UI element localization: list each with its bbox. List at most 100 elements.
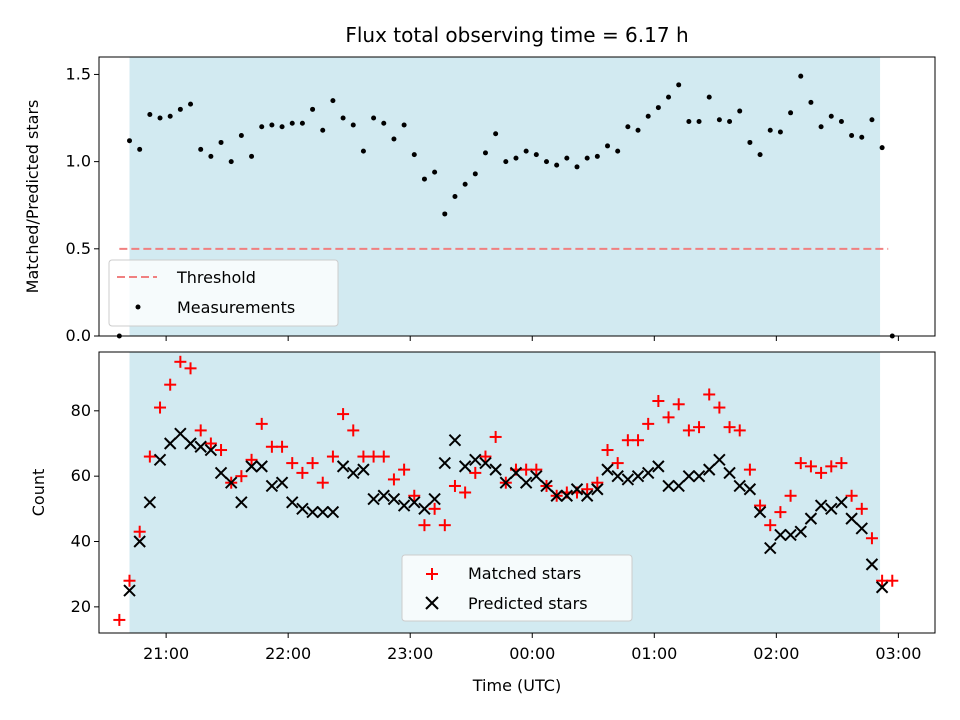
matched-star-point [672, 398, 685, 411]
measurement-point [513, 155, 519, 161]
x-tick-label: 02:00 [753, 644, 799, 663]
predicted-star-point [367, 492, 380, 506]
matched-star-point [520, 463, 533, 476]
predicted-star-point [306, 505, 319, 519]
matched-star-point [754, 499, 767, 512]
measurement-point [625, 124, 631, 130]
predicted-star-point [397, 499, 411, 512]
predicted-star-point [408, 496, 421, 509]
measurement-point [503, 159, 509, 165]
predicted-star-point [204, 443, 218, 457]
measurement-point [310, 106, 316, 112]
matched-star-point [377, 450, 390, 463]
predicted-star-d2 [601, 463, 614, 476]
matched-star-point [428, 502, 441, 515]
matched-star-point [652, 395, 665, 408]
predicted-star-point [448, 434, 462, 447]
chart-title: Flux total observing time = 6.17 h [345, 23, 688, 47]
predicted-star-d2 [804, 512, 818, 525]
matched-star-point [306, 457, 319, 470]
measurement-point [218, 139, 224, 145]
measurement-point [696, 119, 702, 125]
predicted-star-point [143, 496, 157, 509]
measurement-point [706, 94, 712, 100]
matched-star-point [713, 401, 726, 414]
matched-star-point [133, 525, 146, 538]
matched-star-point [794, 457, 807, 470]
predicted-legend-label: Predicted stars [468, 594, 588, 613]
matched-star-point [682, 424, 695, 437]
matched-star-point [296, 466, 309, 479]
measurement-point [381, 120, 387, 126]
top-y-axis-label: Matched/Predicted stars [23, 100, 42, 294]
predicted-star-d2 [123, 584, 136, 597]
predicted-star-d2 [672, 479, 685, 493]
predicted-star-d2 [225, 476, 238, 489]
measurement-point [157, 115, 163, 121]
predicted-star-point [214, 466, 228, 480]
predicted-star-d2 [194, 440, 207, 453]
predicted-star-point [428, 492, 441, 506]
predicted-star-point [469, 453, 482, 467]
matched-star-point [591, 476, 604, 489]
bottom-legend-box [401, 554, 633, 622]
predicted-star-point [438, 456, 451, 470]
predicted-star-point [519, 476, 533, 489]
measurement-point [269, 122, 275, 128]
x-tick-label: 01:00 [631, 644, 677, 663]
predicted-star-point [825, 502, 838, 516]
measurement-point [228, 159, 234, 165]
matched-star-point [774, 506, 787, 519]
matched-star-point [387, 473, 400, 486]
predicted-star-point [672, 479, 685, 493]
predicted-star-d2 [621, 473, 635, 486]
measurement-point [777, 129, 783, 135]
measurement-point [198, 146, 204, 152]
matched-star-point [815, 466, 828, 479]
predicted-star-d2 [448, 434, 462, 447]
matched-star-points [113, 355, 899, 626]
top-legend: Threshold Measurements [108, 259, 339, 327]
measurement-point [188, 101, 194, 107]
predicted-star-d2 [377, 489, 390, 502]
predicted-star-point [163, 437, 177, 450]
measurement-point [137, 146, 143, 152]
matched-star-point [184, 362, 197, 375]
measurement-point [472, 171, 478, 177]
predicted-star-d2 [397, 499, 411, 512]
matched-star-point [357, 450, 370, 463]
matched-star-point [662, 411, 675, 424]
predicted-star-point [611, 469, 624, 483]
predicted-star-d2 [692, 469, 706, 483]
x-tick-label: 00:00 [509, 644, 555, 663]
predicted-star-point [286, 496, 299, 509]
predicted-star-point [560, 489, 574, 502]
predicted-star-d2 [875, 581, 889, 594]
predicted-star-d2 [367, 492, 380, 506]
predicted-star-d2 [570, 483, 584, 496]
predicted-star-d2 [743, 483, 757, 496]
predicted-star-d2 [662, 479, 675, 493]
predicted-star-point [479, 456, 492, 470]
matched-star-point [337, 408, 350, 421]
predicted-star-d2 [255, 460, 268, 473]
predicted-star-point [855, 522, 868, 535]
measurement-point [757, 152, 763, 158]
threshold-legend-label: Threshold [176, 268, 256, 287]
matched-star-point [235, 470, 248, 483]
predicted-star-point [357, 463, 370, 476]
measurement-point [798, 73, 804, 79]
predicted-star-point [489, 463, 502, 476]
predicted-star-point [387, 492, 401, 506]
x-tick-label: 22:00 [265, 644, 311, 663]
measurement-point [208, 153, 214, 159]
matched-legend-label: Matched stars [468, 564, 581, 583]
predicted-star-d2 [235, 496, 248, 509]
predicted-star-d2 [855, 522, 868, 535]
predicted-star-point [713, 453, 726, 467]
predicted-star-d2 [865, 558, 879, 571]
measurement-point [177, 106, 183, 112]
predicted-star-d2 [631, 469, 645, 483]
predicted-star-point [814, 499, 828, 512]
